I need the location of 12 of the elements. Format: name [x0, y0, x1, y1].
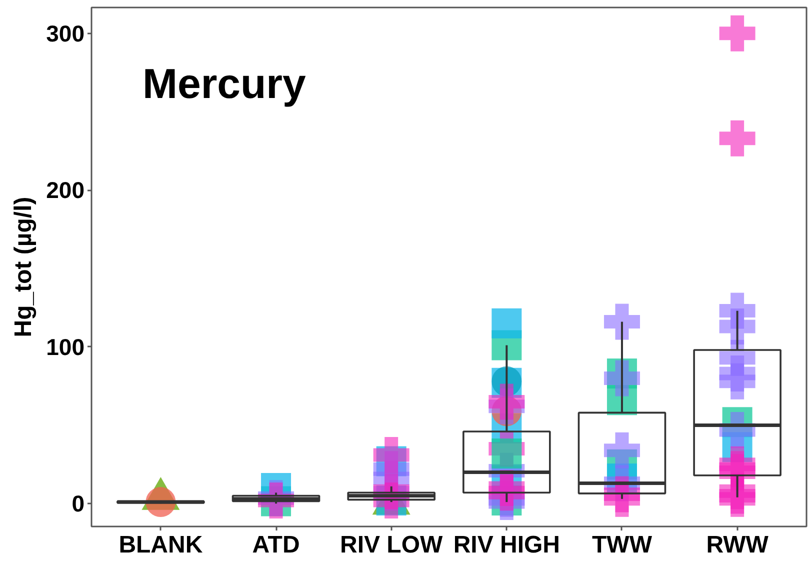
text: Mercury — [142, 60, 307, 107]
x-tick-label: TWW — [592, 532, 652, 558]
y-tick-label: 0 — [72, 490, 85, 517]
x-tick-label: RIV HIGH — [453, 532, 560, 558]
x-tick-label: RIV LOW — [340, 532, 444, 558]
y-tick-label: 100 — [46, 334, 84, 360]
x-tick-label: BLANK — [118, 532, 204, 558]
x-tick-label: RWW — [706, 532, 769, 558]
y-tick-label: 300 — [46, 20, 84, 46]
x-tick-label: ATD — [252, 532, 300, 558]
y-axis-title: Hg_tot (µg/l) — [10, 196, 38, 338]
y-tick-label: 200 — [46, 177, 84, 204]
